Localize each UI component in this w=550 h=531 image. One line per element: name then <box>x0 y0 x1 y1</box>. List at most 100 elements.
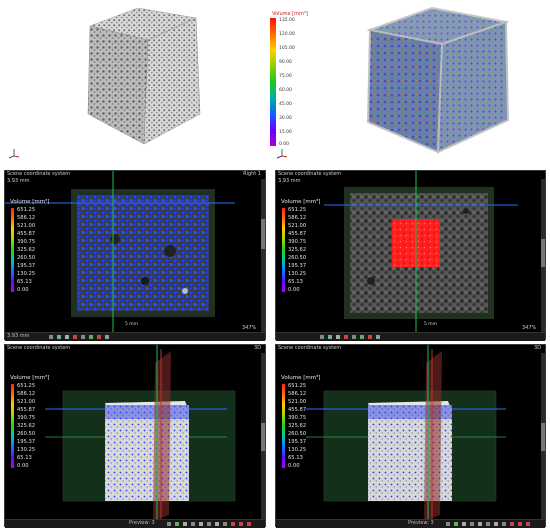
toolbar-icon[interactable] <box>360 335 364 339</box>
toolbar-icon[interactable] <box>526 522 530 526</box>
axis-triad-icon <box>8 149 20 159</box>
toolbar-icon[interactable] <box>207 522 211 526</box>
toolbar-icon[interactable] <box>231 522 235 526</box>
toolbar-icon[interactable] <box>328 335 332 339</box>
preview-label: Preview: 3 <box>129 520 155 526</box>
zoom-level: 347% <box>242 325 257 331</box>
toolbar-icon[interactable] <box>175 522 179 526</box>
scale-bar-label: 5 mm <box>125 322 139 327</box>
legend-top-colorbar <box>270 18 276 146</box>
legend-tick: 260.50 <box>17 431 36 437</box>
legend-tick: 521.00 <box>17 399 36 405</box>
legend-tick: 65.13 <box>288 455 303 461</box>
legend-tick: 325.62 <box>288 423 307 429</box>
legend-top-tick: 90.00 <box>279 60 292 65</box>
legend-tick: 521.00 <box>17 223 36 229</box>
view3d-image-right <box>306 345 506 521</box>
legend-tick: 390.75 <box>17 415 36 421</box>
slice-view-left[interactable]: Scene coordinate system 3.93 mm Right 1 … <box>4 170 266 341</box>
scrollbar[interactable] <box>541 179 545 333</box>
panel-header: Scene coordinate system <box>7 171 71 177</box>
toolbar-icon[interactable] <box>167 522 171 526</box>
toolbar-icon[interactable] <box>215 522 219 526</box>
scrollbar[interactable] <box>261 179 265 333</box>
scrollbar[interactable] <box>541 353 545 519</box>
legend-tick: 325.62 <box>288 247 307 253</box>
toolbar-icon[interactable] <box>183 522 187 526</box>
legend-tick: 521.00 <box>288 399 307 405</box>
legend-colorbar <box>11 384 14 468</box>
field-value: 3.93 mm <box>7 333 30 339</box>
toolbar-icon[interactable] <box>510 522 514 526</box>
toolbar-icon[interactable] <box>486 522 490 526</box>
legend-tick: 195.37 <box>17 263 36 269</box>
toolbar-icon[interactable] <box>462 522 466 526</box>
toolbar-icon[interactable] <box>376 335 380 339</box>
legend-tick: 390.75 <box>288 415 307 421</box>
toolbar-icon[interactable] <box>81 335 85 339</box>
legend-tick: 455.87 <box>288 407 307 413</box>
legend-tick: 195.37 <box>17 439 36 445</box>
toolbar-icon[interactable] <box>239 522 243 526</box>
toolbar-icon[interactable] <box>320 335 324 339</box>
legend-tick: 195.37 <box>288 263 307 269</box>
legend-top-tick: 45.00 <box>279 102 292 107</box>
legend-top-tick: 75.00 <box>279 74 292 79</box>
toolbar-icon[interactable] <box>57 335 61 339</box>
panel-header: Scene coordinate system <box>278 345 342 351</box>
toolbar-icon[interactable] <box>191 522 195 526</box>
view-tag: 3D <box>253 345 261 351</box>
toolbar-icon[interactable] <box>247 522 251 526</box>
toolbar-icon[interactable] <box>49 335 53 339</box>
toolbar-icon[interactable] <box>470 522 474 526</box>
legend-tick: 586.12 <box>288 215 307 221</box>
toolbar-icon[interactable] <box>89 335 93 339</box>
slice-toolbar <box>276 332 545 341</box>
panel-header: Scene coordinate system <box>7 345 71 351</box>
view-tag: Right 1 <box>243 171 261 177</box>
view3d-toolbar: Preview: 3 <box>276 519 545 528</box>
toolbar-icon[interactable] <box>502 522 506 526</box>
legend-tick: 651.25 <box>288 207 307 213</box>
legend-colorbar <box>282 384 285 468</box>
legend-colorbar <box>282 208 285 292</box>
toolbar-icon[interactable] <box>446 522 450 526</box>
scrollbar[interactable] <box>261 353 265 519</box>
legend-tick: 0.00 <box>288 463 300 469</box>
slice-toolbar: 3.93 mm <box>5 332 265 341</box>
legend-top-tick: 0.00 <box>279 142 290 147</box>
panel-subheader: 3.93 mm <box>278 178 301 184</box>
toolbar-icon[interactable] <box>494 522 498 526</box>
legend-tick: 0.00 <box>288 287 300 293</box>
labeled-pore-cube-render <box>366 6 510 154</box>
legend-tick: 390.75 <box>288 239 307 245</box>
axis-triad-icon <box>276 149 288 159</box>
slice-view-right[interactable]: Scene coordinate system 3.93 mm Volume [… <box>275 170 546 341</box>
legend-tick: 651.25 <box>17 207 36 213</box>
legend-tick: 325.62 <box>17 247 36 253</box>
toolbar-icon[interactable] <box>454 522 458 526</box>
toolbar-icon[interactable] <box>97 335 101 339</box>
legend-title: Volume [mm³] <box>10 375 50 381</box>
toolbar-icon[interactable] <box>199 522 203 526</box>
volume-legend-top: Volume [mm³] 135.00 120.00 105.00 90.00 … <box>270 11 340 147</box>
view3d-right[interactable]: Scene coordinate system 3D Volume [mm³] … <box>275 344 546 528</box>
toolbar-icon[interactable] <box>73 335 77 339</box>
legend-tick: 390.75 <box>17 239 36 245</box>
toolbar-icon[interactable] <box>223 522 227 526</box>
toolbar-icon[interactable] <box>105 335 109 339</box>
toolbar-icon[interactable] <box>478 522 482 526</box>
toolbar-icon[interactable] <box>368 335 372 339</box>
legend-tick: 65.13 <box>288 279 303 285</box>
toolbar-icon[interactable] <box>336 335 340 339</box>
toolbar-icon[interactable] <box>65 335 69 339</box>
toolbar-icon[interactable] <box>352 335 356 339</box>
legend-tick: 521.00 <box>288 223 307 229</box>
legend-tick: 260.50 <box>288 255 307 261</box>
legend-tick: 0.00 <box>17 287 29 293</box>
view3d-left[interactable]: Scene coordinate system 3D Volume [mm³] … <box>4 344 266 528</box>
legend-tick: 651.25 <box>17 383 36 389</box>
view3d-image-left <box>45 345 236 521</box>
toolbar-icon[interactable] <box>344 335 348 339</box>
toolbar-icon[interactable] <box>518 522 522 526</box>
